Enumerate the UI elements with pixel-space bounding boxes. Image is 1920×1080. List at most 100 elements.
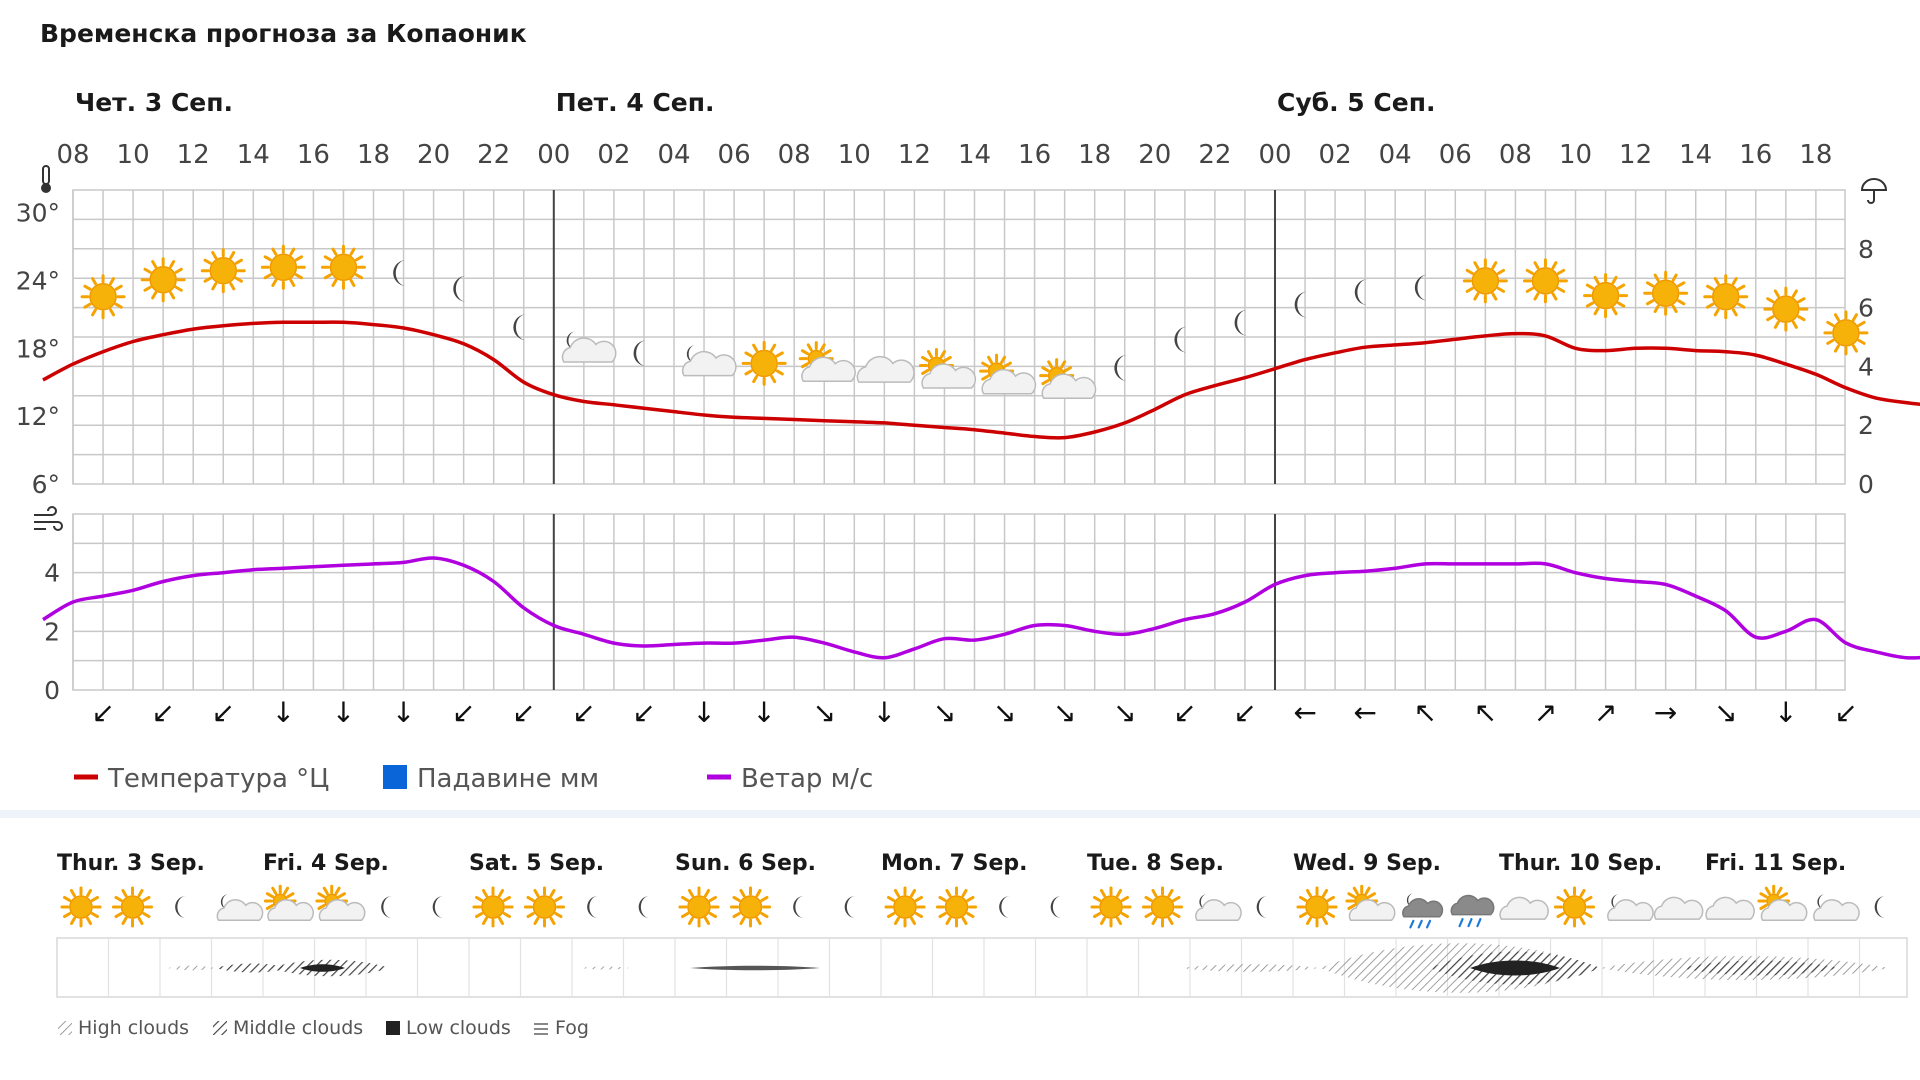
moon-cloud-icon (216, 894, 264, 922)
hour-label: 18 (1799, 140, 1832, 170)
hour-label: 00 (1258, 140, 1291, 170)
sun-icon (741, 340, 787, 386)
sun-icon (1296, 886, 1338, 928)
wind-arrow: ↓ (873, 696, 896, 729)
cloud-band (580, 966, 630, 970)
wind-direction-arrows: ↙ ↙ ↙ ↓ ↓ ↓ ↙ ↙ ↙ ↙ ↓ ↓ ↘ ↓ ↘ ↘ ↘ ↘ ↙ ↙ ← ← ↖ ↖ ↗ ↗ → ↘ ↓ ↙ (91, 696, 1857, 729)
wind-tick: 0 (44, 676, 60, 705)
hour-label: 16 (297, 140, 330, 170)
moon-icon (1174, 326, 1188, 353)
moon-icon (633, 340, 647, 367)
weather-icons (80, 244, 1869, 399)
wind-arrow: ↘ (1053, 696, 1076, 729)
moon-icon (175, 895, 187, 919)
moon-icon (1234, 309, 1248, 336)
moon-icon (393, 259, 407, 286)
sun-icon (523, 886, 566, 928)
precipitation-tick: 0 (1858, 470, 1874, 499)
wind-arrow: ↘ (993, 696, 1016, 729)
overview-weather-icons (60, 884, 1886, 929)
thermometer-icon (41, 165, 51, 193)
hour-label: 08 (56, 140, 89, 170)
hour-label: 20 (417, 140, 450, 170)
hour-label: 14 (958, 140, 991, 170)
hour-label: 16 (1018, 140, 1051, 170)
wind-arrow: ↙ (512, 696, 535, 729)
overview-day-label: Thur. 3 Sep. (57, 851, 205, 876)
sun-icon (1522, 258, 1568, 304)
hour-label: 16 (1739, 140, 1772, 170)
sun-icon (200, 248, 246, 294)
sun-icon (729, 886, 772, 928)
middle-clouds-swatch (213, 1021, 227, 1035)
sun-cloud-icon (1039, 358, 1097, 399)
moon-icon (793, 895, 805, 919)
sun-icon (1703, 274, 1749, 320)
cloud-band (1680, 960, 1840, 976)
overview-day-label: Thur. 10 Sep. (1499, 851, 1662, 876)
legend-middle-clouds: Middle clouds (233, 1017, 363, 1039)
sun-icon (260, 244, 306, 290)
sun-icon (111, 886, 154, 928)
precipitation-tick: 6 (1858, 294, 1874, 323)
high-clouds-swatch (58, 1021, 72, 1035)
cloud-band (168, 965, 215, 971)
wind-arrow: ↓ (1774, 696, 1797, 729)
wind-arrow: ↙ (452, 696, 475, 729)
hour-label: 12 (898, 140, 931, 170)
moon-icon (638, 895, 650, 919)
moon-icon (1294, 291, 1308, 318)
day-label: Чет. 3 Сеп. (75, 88, 233, 117)
moon-icon (844, 895, 856, 919)
moon-icon (1354, 279, 1368, 306)
wind-tick: 4 (44, 559, 60, 588)
page-title: Временска прогноза за Копаоник (40, 19, 527, 48)
hour-label: 08 (1499, 140, 1532, 170)
hour-label: 14 (1679, 140, 1712, 170)
cloud-icon (1499, 896, 1549, 920)
sun-cloud-icon (918, 347, 977, 389)
hour-label: 18 (357, 140, 390, 170)
wind-icon (34, 506, 63, 531)
cloud-icon (856, 355, 915, 383)
temperature-axis: 30° 24° 18° 12° 6° (16, 199, 60, 499)
wind-arrow: → (1654, 696, 1677, 729)
overview-day-label: Fri. 4 Sep. (263, 851, 389, 876)
wind-arrow: ↙ (1173, 696, 1196, 729)
wind-axis: 4 2 0 (44, 559, 60, 705)
wind-arrow: ← (1353, 696, 1376, 729)
cloud-band (1180, 964, 1320, 972)
moon-icon (999, 895, 1011, 919)
wind-arrow: ↓ (332, 696, 355, 729)
cloud-legend: High clouds Middle clouds Low clouds Fog (58, 1017, 589, 1039)
sun-icon (60, 886, 102, 928)
overview-day-label: Sun. 6 Sep. (675, 851, 816, 876)
temperature-tick: 12° (16, 402, 60, 431)
hour-label: 20 (1138, 140, 1171, 170)
cloud-band (300, 964, 345, 972)
hour-label: 02 (597, 140, 630, 170)
wind-arrow: ↙ (212, 696, 235, 729)
moon-icon (432, 895, 444, 919)
cloud-icon (1705, 896, 1755, 920)
moon-icon (1874, 895, 1886, 919)
sun-cloud-icon (315, 884, 366, 922)
overview-cloud-strip (56, 937, 1908, 998)
hour-label: 04 (1379, 140, 1412, 170)
hour-label: 12 (177, 140, 210, 170)
legend-precipitation-swatch (383, 765, 407, 789)
cloud-icon (1653, 896, 1704, 920)
wind-arrow: ↘ (1113, 696, 1136, 729)
day-label: Суб. 5 Сеп. (1277, 88, 1435, 117)
precipitation-tick: 4 (1858, 352, 1874, 381)
hour-label: 18 (1078, 140, 1111, 170)
hour-label: 22 (1198, 140, 1231, 170)
legend-high-clouds: High clouds (78, 1017, 189, 1039)
wind-arrow: ↙ (1834, 696, 1857, 729)
wind-arrow: ↓ (752, 696, 775, 729)
moon-icon (513, 314, 527, 341)
wind-grid (72, 513, 1846, 691)
cloud-band (1470, 960, 1560, 976)
moon-cloud-icon (1195, 894, 1242, 922)
